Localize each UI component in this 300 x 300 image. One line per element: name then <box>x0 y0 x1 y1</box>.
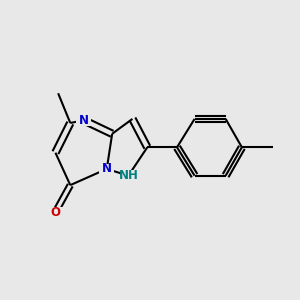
Text: N: N <box>79 114 89 127</box>
Text: O: O <box>50 206 60 219</box>
Bar <box>121 170 136 181</box>
Text: NH: NH <box>118 169 138 182</box>
Text: N: N <box>102 162 112 176</box>
Bar <box>48 207 63 217</box>
Bar <box>99 164 114 174</box>
Bar <box>76 115 92 126</box>
